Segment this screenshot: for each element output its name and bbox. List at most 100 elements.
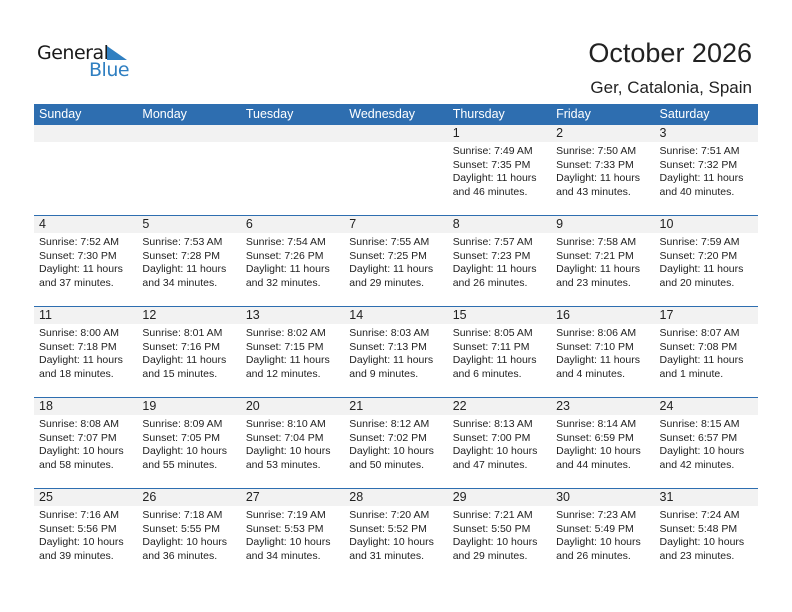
day-cell: 13 Sunrise: 8:02 AM Sunset: 7:15 PM Dayligh… — [240, 307, 345, 397]
day-cell: 25 Sunrise: 7:16 AM Sunset: 5:56 PM Dayligh… — [34, 489, 138, 579]
day-number: 29 — [452, 490, 467, 504]
sunset-text: Sunset: 5:50 PM — [452, 522, 531, 535]
sunset-text: Sunset: 6:57 PM — [659, 431, 738, 444]
daylight2-text: and 55 minutes. — [142, 458, 218, 471]
sunset-text: Sunset: 7:21 PM — [556, 249, 634, 262]
daylight2-text: and 34 minutes. — [245, 549, 321, 562]
sun-info: Sunrise: 8:08 AM Sunset: 7:07 PM Daylight:… — [39, 418, 124, 472]
sun-info: Sunrise: 8:15 AM Sunset: 6:57 PM Daylight:… — [660, 418, 745, 472]
date-strip — [447, 125, 552, 142]
daylight1-text: Daylight: 10 hours — [349, 445, 434, 457]
daylight1-text: Daylight: 11 hours — [556, 354, 640, 366]
date-strip — [447, 307, 552, 324]
sunset-text: Sunset: 7:18 PM — [39, 340, 117, 353]
day-number: 31 — [659, 490, 674, 504]
daylight2-text: and 50 minutes. — [349, 458, 424, 471]
day-cell: 7 Sunrise: 7:55 AM Sunset: 7:25 PM Daylight… — [344, 216, 448, 306]
day-number: 30 — [556, 490, 571, 504]
sunset-text: Sunset: 5:48 PM — [659, 522, 738, 535]
date-strip — [137, 489, 241, 506]
daylight1-text: Daylight: 10 hours — [556, 445, 641, 457]
sunset-text: Sunset: 6:59 PM — [556, 431, 634, 444]
sunrise-text: Sunrise: 7:57 AM — [452, 236, 533, 248]
day-cell — [34, 125, 138, 215]
date-strip — [34, 489, 138, 506]
day-number: 5 — [142, 217, 150, 231]
date-strip — [34, 216, 138, 233]
sunset-text: Sunset: 7:28 PM — [142, 249, 221, 262]
sun-info: Sunrise: 7:24 AM Sunset: 5:48 PM Daylight:… — [660, 509, 745, 563]
sunrise-text: Sunrise: 7:55 AM — [349, 236, 430, 248]
day-number: 6 — [245, 217, 253, 231]
sunrise-text: Sunrise: 7:19 AM — [245, 509, 326, 521]
date-strip — [344, 125, 448, 142]
day-number: 11 — [39, 308, 52, 322]
date-strip — [137, 307, 241, 324]
sun-info: Sunrise: 7:49 AM Sunset: 7:35 PM Daylight:… — [453, 145, 537, 199]
day-cell: 12 Sunrise: 8:01 AM Sunset: 7:16 PM Dayligh… — [137, 307, 241, 397]
sunset-text: Sunset: 7:16 PM — [142, 340, 221, 353]
daylight1-text: Daylight: 11 hours — [39, 263, 123, 275]
daylight2-text: and 26 minutes. — [556, 549, 631, 562]
sun-info: Sunrise: 7:54 AM Sunset: 7:26 PM Daylight:… — [246, 236, 330, 290]
sunrise-text: Sunrise: 8:01 AM — [142, 327, 223, 339]
sun-info: Sunrise: 7:51 AM Sunset: 7:32 PM Daylight:… — [660, 145, 744, 199]
sun-info: Sunrise: 7:50 AM Sunset: 7:33 PM Daylight:… — [556, 145, 640, 199]
date-strip — [447, 398, 552, 415]
sunrise-text: Sunrise: 7:23 AM — [556, 509, 637, 521]
daylight1-text: Daylight: 10 hours — [245, 536, 331, 548]
daylight1-text: Daylight: 10 hours — [452, 445, 538, 457]
sun-info: Sunrise: 8:07 AM Sunset: 7:08 PM Daylight:… — [660, 327, 744, 381]
weekday-thursday: Thursday — [452, 107, 505, 121]
daylight1-text: Daylight: 11 hours — [659, 354, 744, 366]
date-strip — [654, 125, 758, 142]
day-cell: 9 Sunrise: 7:58 AM Sunset: 7:21 PM Daylight… — [551, 216, 655, 306]
sunset-text: Sunset: 7:23 PM — [452, 249, 531, 262]
daylight2-text: and 40 minutes. — [659, 185, 735, 198]
daylight2-text: and 39 minutes. — [39, 549, 114, 562]
day-cell: 4 Sunrise: 7:52 AM Sunset: 7:30 PM Daylight… — [34, 216, 138, 306]
daylight2-text: and 29 minutes. — [349, 276, 424, 289]
day-number: 16 — [556, 308, 571, 322]
sun-info: Sunrise: 8:01 AM Sunset: 7:16 PM Daylight:… — [142, 327, 226, 381]
sunrise-text: Sunrise: 7:52 AM — [39, 236, 119, 248]
day-number: 7 — [349, 217, 357, 231]
sun-info: Sunrise: 8:05 AM Sunset: 7:11 PM Daylight:… — [453, 327, 537, 381]
weekday-saturday: Saturday — [659, 107, 710, 121]
day-cell: 30 Sunrise: 7:23 AM Sunset: 5:49 PM Dayligh… — [551, 489, 655, 579]
sunset-text: Sunset: 7:26 PM — [245, 249, 324, 262]
day-cell: 11 Sunrise: 8:00 AM Sunset: 7:18 PM Dayligh… — [34, 307, 138, 397]
daylight1-text: Daylight: 11 hours — [245, 263, 330, 275]
page-title: October 2026 — [588, 38, 752, 68]
daylight2-text: and 23 minutes. — [659, 549, 735, 562]
sunrise-text: Sunrise: 7:16 AM — [39, 509, 119, 521]
daylight2-text: and 31 minutes. — [349, 549, 424, 562]
day-cell: 24 Sunrise: 8:15 AM Sunset: 6:57 PM Dayligh… — [654, 398, 758, 488]
sunrise-text: Sunrise: 7:49 AM — [452, 145, 533, 157]
daylight2-text: and 37 minutes. — [39, 276, 114, 289]
day-cell: 3 Sunrise: 7:51 AM Sunset: 7:32 PM Daylight… — [654, 125, 758, 215]
sunrise-text: Sunrise: 7:20 AM — [349, 509, 430, 521]
sunrise-text: Sunrise: 8:08 AM — [39, 418, 119, 430]
date-strip — [551, 307, 655, 324]
daylight1-text: Daylight: 11 hours — [349, 354, 434, 366]
sunset-text: Sunset: 7:13 PM — [349, 340, 427, 353]
week-row: 11 Sunrise: 8:00 AM Sunset: 7:18 PM Dayligh… — [34, 306, 758, 397]
sun-info: Sunrise: 8:12 AM Sunset: 7:02 PM Daylight:… — [349, 418, 434, 472]
weekday-wednesday: Wednesday — [349, 107, 416, 121]
sun-info: Sunrise: 7:19 AM Sunset: 5:53 PM Daylight:… — [246, 509, 331, 563]
sunrise-text: Sunrise: 8:12 AM — [349, 418, 430, 430]
sunset-text: Sunset: 7:30 PM — [39, 249, 117, 262]
date-strip — [137, 398, 241, 415]
day-number: 20 — [245, 399, 260, 413]
logo-text-general: General — [37, 42, 109, 64]
daylight2-text: and 34 minutes. — [142, 276, 218, 289]
day-cell: 31 Sunrise: 7:24 AM Sunset: 5:48 PM Dayligh… — [654, 489, 758, 579]
daylight1-text: Daylight: 11 hours — [452, 263, 537, 275]
day-number: 14 — [349, 308, 364, 322]
date-strip — [240, 489, 345, 506]
sunset-text: Sunset: 7:10 PM — [556, 340, 634, 353]
sun-info: Sunrise: 7:55 AM Sunset: 7:25 PM Daylight:… — [349, 236, 433, 290]
sunrise-text: Sunrise: 8:15 AM — [659, 418, 740, 430]
daylight1-text: Daylight: 10 hours — [659, 445, 745, 457]
